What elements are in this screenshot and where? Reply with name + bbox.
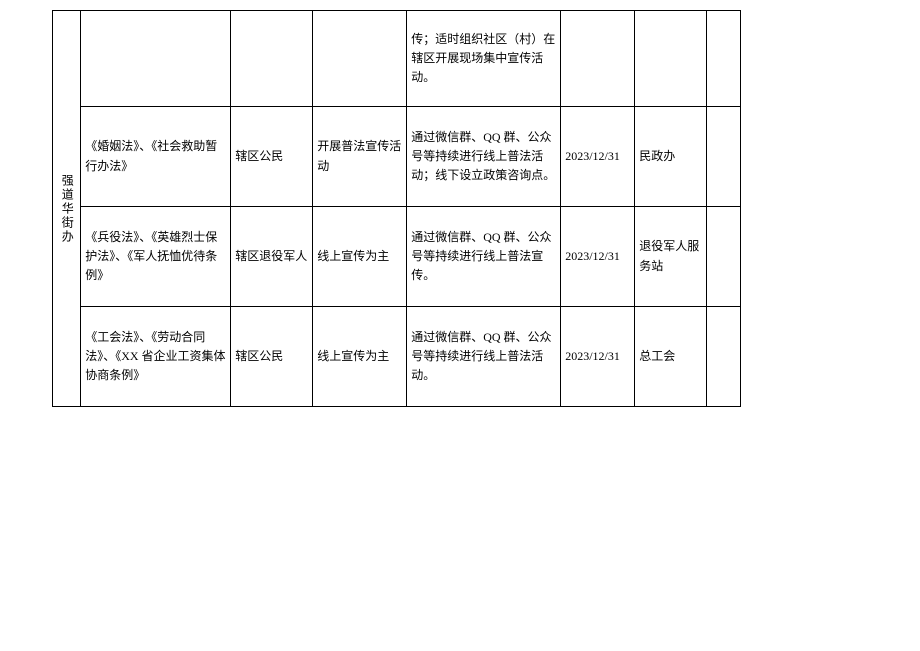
cell-r0-target [231, 11, 313, 107]
cell-r0-dept [635, 11, 707, 107]
org-label: 强道华街办 [53, 11, 81, 407]
cell-r2-laws: 《兵役法》、《英雄烈士保护法》、《军人抚恤优待条例》 [81, 207, 231, 307]
cell-r0-detail: 传；适时组织社区（村）在辖区开展现场集中宣传活动。 [407, 11, 561, 107]
cell-r2-target: 辖区退役军人 [231, 207, 313, 307]
cell-r3-laws: 《工会法》、《劳动合同法》、《XX 省企业工资集体协商条例》 [81, 307, 231, 407]
cell-r0-method [313, 11, 407, 107]
cell-r3-dept: 总工会 [635, 307, 707, 407]
cell-r0-date [561, 11, 635, 107]
cell-r0-laws [81, 11, 231, 107]
plan-table: 强道华街办 传；适时组织社区（村）在辖区开展现场集中宣传活动。《婚姻法》、《社会救… [52, 10, 741, 407]
cell-r1-dept: 民政办 [635, 107, 707, 207]
cell-r2-date: 2023/12/31 [561, 207, 635, 307]
cell-r3-extra [707, 307, 741, 407]
cell-r2-extra [707, 207, 741, 307]
cell-r1-detail: 通过微信群、QQ 群、公众号等持续进行线上普法活动；线下设立政策咨询点。 [407, 107, 561, 207]
cell-r2-method: 线上宣传为主 [313, 207, 407, 307]
cell-r2-detail: 通过微信群、QQ 群、公众号等持续进行线上普法宣传。 [407, 207, 561, 307]
cell-r0-extra [707, 11, 741, 107]
cell-r2-dept: 退役军人服务站 [635, 207, 707, 307]
cell-r1-method: 开展普法宣传活动 [313, 107, 407, 207]
cell-r1-extra [707, 107, 741, 207]
cell-r3-target: 辖区公民 [231, 307, 313, 407]
cell-r3-method: 线上宣传为主 [313, 307, 407, 407]
cell-r3-detail: 通过微信群、QQ 群、公众号等持续进行线上普法活动。 [407, 307, 561, 407]
cell-r1-date: 2023/12/31 [561, 107, 635, 207]
cell-r1-target: 辖区公民 [231, 107, 313, 207]
cell-r3-date: 2023/12/31 [561, 307, 635, 407]
cell-r1-laws: 《婚姻法》、《社会救助暂行办法》 [81, 107, 231, 207]
